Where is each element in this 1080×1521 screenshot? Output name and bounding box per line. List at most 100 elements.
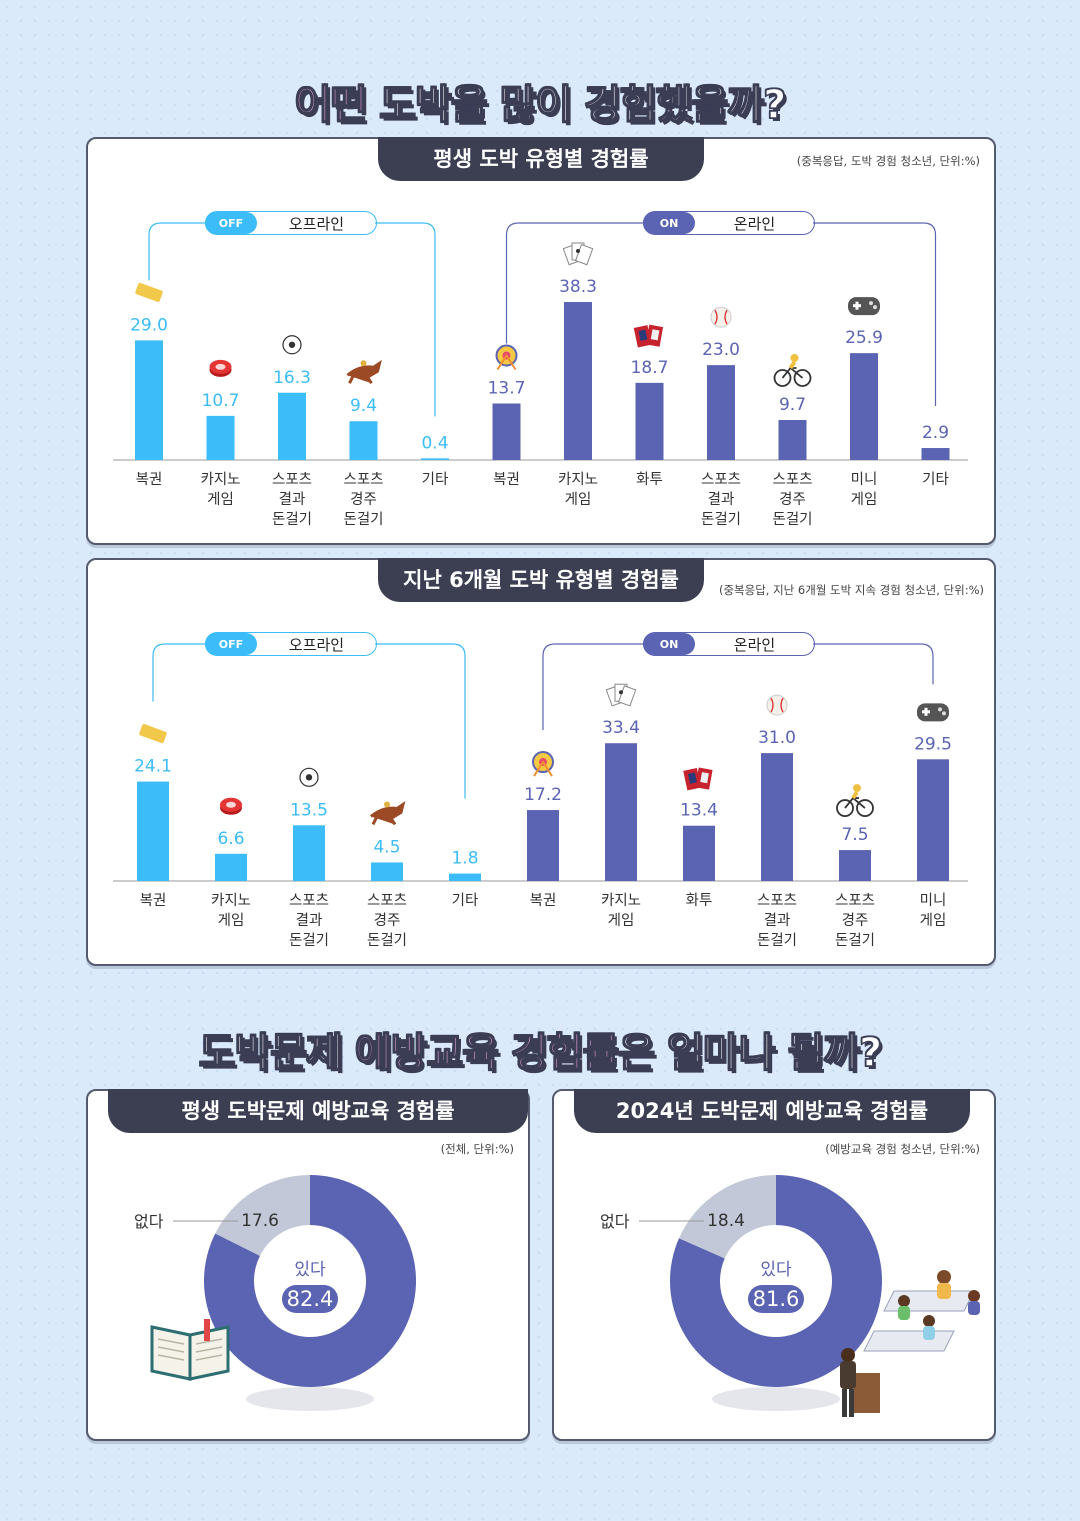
category-label: 복권 (493, 471, 520, 488)
donut-no-label: 없다 (134, 1212, 164, 1231)
online-pill: ON 온라인 (643, 632, 815, 656)
bar-value-label: 13.5 (290, 800, 328, 820)
chart-note: (전체, 단위:%) (440, 1142, 514, 1156)
six-month-bar-chart: 24.1 복권 6.6 카지노 게임 13.5 스포츠 결과 돈걸기 4.5 스포츠 경주 돈걸기 1.8… (113, 643, 968, 949)
category-label: 스포츠 경주 돈걸기 (835, 893, 875, 949)
donut-yes-label: 있다 (760, 1260, 792, 1280)
bar (349, 421, 378, 460)
headline-pre: 도박문제 (198, 1029, 355, 1077)
online-label: 온라인 (733, 635, 776, 654)
racehorse-icon (346, 359, 382, 385)
bar (135, 340, 163, 460)
playing-cards-icon (605, 683, 637, 707)
bar-value-label: 9.4 (350, 396, 377, 416)
bar (605, 743, 637, 881)
bar-value-label: 1.8 (451, 849, 478, 869)
bar (683, 825, 715, 881)
on-tag: ON (643, 633, 695, 655)
offline-bracket (152, 643, 466, 799)
donut-no-value: 18.4 (707, 1211, 745, 1231)
donut-yes-label: 있다 (294, 1260, 326, 1280)
category-label: 스포츠 경주 돈걸기 (367, 893, 407, 949)
category-label: 스포츠 결과 돈걸기 (757, 893, 797, 949)
donut-no-label: 없다 (600, 1212, 630, 1231)
wheel-icon (495, 344, 518, 371)
donut-slice-yes (204, 1175, 417, 1387)
donut-slice-no (678, 1175, 776, 1259)
category-label: 미니 게임 (920, 892, 947, 929)
online-bracket (542, 643, 934, 731)
donut-yes-value: 82.4 (287, 1287, 334, 1311)
bar (761, 753, 793, 881)
off-tag: OFF (205, 212, 257, 234)
bar-value-label: 10.7 (202, 391, 240, 411)
lifetime-education-panel: 평생 도박문제 예방교육 경험률 (전체, 단위:%) 있다 82.4 17.6 없다 (86, 1089, 530, 1441)
bar-value-label: 29.0 (130, 315, 168, 335)
category-label: 스포츠 결과 돈걸기 (272, 472, 312, 528)
playing-cards-icon (562, 242, 594, 266)
hwatu-cards-icon (683, 767, 713, 791)
annual-education-panel: 2024년 도박문제 예방교육 경험률 (예방교육 경험 청소년, 단위:%) … (552, 1089, 996, 1441)
bar (635, 382, 664, 460)
bicycle-icon (836, 784, 874, 817)
category-label: 복권 (140, 892, 167, 909)
bar-value-label: 13.4 (680, 801, 718, 821)
chart-title: 지난 6개월 도박 유형별 경험률 (378, 558, 704, 602)
donut-no-value: 17.6 (241, 1211, 279, 1231)
headline-education: 도박문제 예방교육 경험률은 얼마나 될까? (0, 1020, 1080, 1078)
category-label: 카지노 게임 (211, 892, 251, 929)
bar-value-label: 25.9 (845, 328, 883, 348)
category-label: 카지노 게임 (200, 471, 240, 508)
casino-chip-icon (220, 797, 242, 815)
casino-chip-icon (209, 359, 232, 377)
category-label: 카지노 게임 (601, 892, 641, 929)
online-bracket (505, 222, 937, 407)
bar (449, 873, 481, 881)
gamepad-icon (848, 297, 880, 316)
offline-label: 오프라인 (288, 214, 345, 233)
chart-title: 2024년 도박문제 예방교육 경험률 (574, 1089, 970, 1133)
category-label: 화투 (636, 471, 663, 488)
on-tag: ON (643, 212, 695, 234)
bar (564, 302, 592, 460)
soccer-ball-icon (299, 767, 319, 787)
bar-value-label: 13.7 (488, 378, 526, 398)
headline-highlight: 어떤 (294, 81, 368, 129)
bar (839, 850, 871, 881)
chart-note: (예방교육 경험 청소년, 단위:%) (825, 1142, 980, 1156)
offline-pill: OFF 오프라인 (205, 632, 377, 656)
bar-value-label: 0.4 (421, 433, 448, 453)
lifetime-chart-panel: 평생 도박 유형별 경험률 (중복응답, 도박 경험 청소년, 단위:%) OF… (86, 137, 996, 545)
category-label: 스포츠 결과 돈걸기 (289, 893, 329, 949)
category-label: 화투 (686, 892, 713, 909)
book-icon (150, 1319, 230, 1381)
baseball-icon (710, 306, 732, 328)
bar (206, 415, 235, 460)
bar (921, 448, 950, 460)
lifetime-education-donut: 있다 82.4 17.6 없다 (134, 1175, 417, 1411)
bar-value-label: 29.5 (914, 734, 952, 754)
category-label: 복권 (530, 892, 557, 909)
category-label: 스포츠 결과 돈걸기 (701, 472, 741, 528)
wheel-icon (532, 751, 554, 777)
donut-slice-yes (670, 1175, 882, 1387)
category-label: 복권 (136, 471, 163, 488)
bar (707, 365, 735, 460)
off-tag: OFF (205, 633, 257, 655)
category-label: 스포츠 경주 돈걸기 (343, 472, 383, 528)
bar-value-label: 38.3 (559, 277, 597, 297)
bar (850, 353, 878, 460)
six-month-chart-panel: 지난 6개월 도박 유형별 경험률 (중복응답, 지난 6개월 도박 지속 경험… (86, 558, 996, 966)
category-label: 스포츠 경주 돈걸기 (772, 472, 812, 528)
category-label: 카지노 게임 (558, 471, 598, 508)
category-label: 기타 (452, 892, 479, 909)
headline-post: 은 얼마나 될까? (618, 1029, 883, 1077)
bar-value-label: 31.0 (758, 728, 796, 748)
gamepad-icon (917, 703, 949, 722)
category-label: 미니 게임 (851, 471, 878, 508)
headline-rest: 도박을 많이 경험했을까? (366, 81, 787, 129)
bar-value-label: 24.1 (134, 757, 172, 777)
bar-value-label: 17.2 (524, 785, 562, 805)
bar (778, 419, 807, 460)
headline-highlight: 예방교육 경험률 (354, 1029, 620, 1077)
